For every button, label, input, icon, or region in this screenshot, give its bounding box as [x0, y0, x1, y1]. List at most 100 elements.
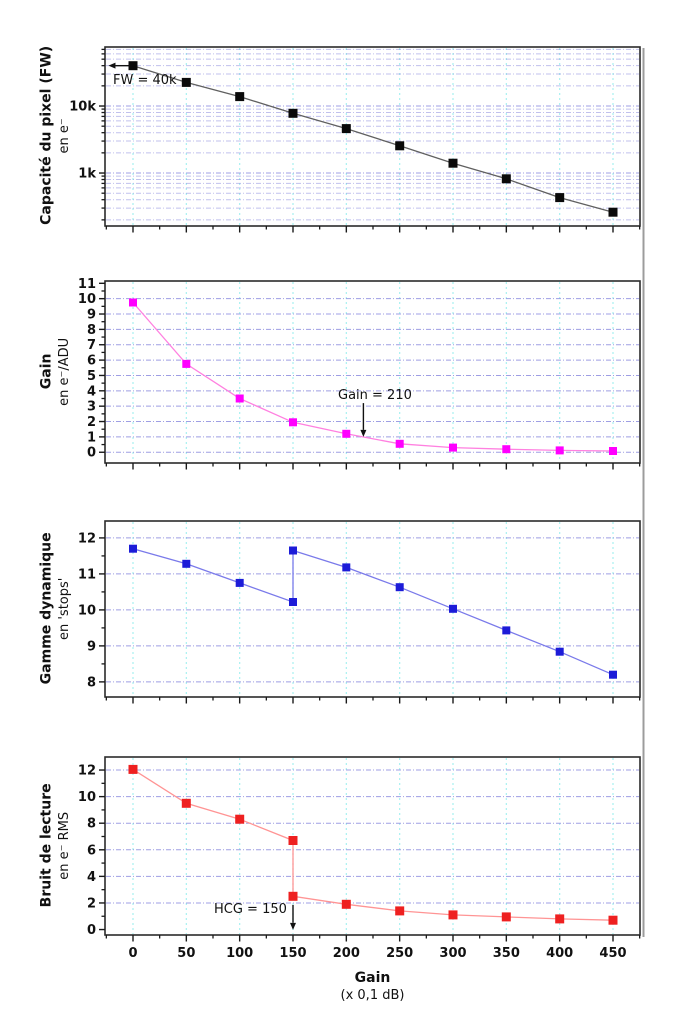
panel-2-grid [106, 282, 639, 462]
panel-4-markers [128, 764, 618, 925]
data-point [128, 764, 138, 774]
svg-text:10k: 10k [69, 100, 96, 115]
data-point [235, 578, 244, 587]
svg-text:4: 4 [87, 870, 96, 885]
panel-4-series-line [132, 768, 614, 921]
panel-2-markers [129, 298, 617, 455]
panel-3-y-axis: 8 9 10 11 12 [78, 531, 105, 690]
panel-3-grid [106, 522, 639, 696]
data-point [235, 394, 244, 403]
data-point [449, 604, 457, 613]
data-point [501, 912, 511, 922]
svg-text:50: 50 [177, 946, 195, 961]
data-point [395, 141, 405, 151]
data-point [502, 445, 511, 454]
svg-text:10: 10 [78, 790, 96, 805]
data-point [342, 563, 351, 572]
data-point [555, 446, 564, 455]
svg-text:6: 6 [87, 843, 96, 858]
svg-text:0: 0 [128, 946, 137, 961]
panel-1-grid [106, 48, 639, 225]
data-point [342, 429, 351, 438]
svg-text:400: 400 [546, 946, 573, 961]
data-point [235, 92, 245, 102]
panel-4-annotation-arrow [290, 904, 296, 930]
svg-text:1k: 1k [78, 167, 96, 182]
data-point [609, 447, 617, 455]
svg-text:11: 11 [78, 277, 96, 292]
data-point [608, 207, 618, 217]
svg-text:8: 8 [87, 817, 96, 832]
svg-text:4: 4 [87, 384, 96, 399]
data-point [181, 77, 191, 87]
svg-text:11: 11 [78, 567, 96, 582]
data-point [341, 899, 351, 909]
data-point [501, 174, 511, 184]
data-point [235, 814, 245, 824]
panel-1-markers [128, 61, 618, 217]
svg-text:450: 450 [599, 946, 626, 961]
panel-2-x-axis [105, 463, 641, 470]
data-point [555, 647, 564, 656]
data-point [609, 670, 617, 679]
data-point [555, 914, 565, 924]
data-point [288, 891, 298, 901]
svg-text:9: 9 [87, 639, 96, 654]
data-point [395, 583, 404, 592]
svg-text:8: 8 [87, 323, 96, 338]
svg-text:10: 10 [78, 292, 96, 307]
svg-text:200: 200 [333, 946, 360, 961]
svg-text:2: 2 [87, 896, 96, 911]
x-axis-title: Gain [354, 970, 391, 986]
svg-text:12: 12 [78, 531, 96, 546]
data-point [129, 298, 137, 307]
svg-text:10: 10 [78, 603, 96, 618]
data-point [182, 359, 191, 368]
svg-text:8: 8 [87, 675, 96, 690]
svg-text:9: 9 [87, 308, 96, 323]
panel-4-x-axis: 0 50 100 150 200 250 300 350 400 450 [105, 935, 641, 961]
svg-text:3: 3 [87, 400, 96, 415]
panel-3-markers [129, 544, 617, 679]
svg-text:5: 5 [87, 369, 96, 384]
panel-3-series-line [132, 548, 614, 676]
panel-2-annotation-arrow [360, 403, 367, 437]
data-point [289, 546, 297, 555]
panel-4-y-axis: 0 2 4 6 8 10 12 [78, 764, 105, 938]
svg-text:0: 0 [87, 446, 96, 461]
data-point [129, 544, 137, 553]
data-point [449, 443, 457, 452]
data-point [448, 910, 458, 920]
data-point [182, 559, 191, 568]
svg-text:6: 6 [87, 354, 96, 369]
svg-text:7: 7 [87, 338, 96, 353]
panel-4-y-subtitle: en e⁻ RMS [57, 811, 73, 880]
annotation-gain-210: Gain = 210 [338, 388, 412, 403]
svg-text:150: 150 [279, 946, 306, 961]
data-point [395, 439, 404, 448]
data-point [395, 906, 405, 916]
svg-text:100: 100 [226, 946, 253, 961]
data-point [288, 836, 298, 845]
data-point [502, 626, 511, 635]
svg-text:350: 350 [493, 946, 520, 961]
data-point [181, 798, 191, 808]
svg-text:0: 0 [87, 923, 96, 938]
panel-1-annotation-arrow [108, 62, 130, 69]
panel-4-y-title: Bruit de lecture [38, 783, 55, 908]
x-axis-subtitle: (x 0,1 dB) [340, 988, 405, 1003]
panel-1-x-axis [105, 226, 641, 233]
data-point [341, 124, 351, 134]
panel-1-y-axis: 10k 1k [69, 48, 105, 221]
svg-text:12: 12 [78, 764, 96, 779]
data-point [289, 418, 297, 427]
panel-1-series-line [132, 65, 614, 213]
svg-text:250: 250 [386, 946, 413, 961]
data-point [608, 915, 618, 925]
data-point [555, 193, 565, 203]
panel-2-series-line [132, 302, 614, 452]
annotation-fw: FW = 40k [113, 73, 177, 88]
